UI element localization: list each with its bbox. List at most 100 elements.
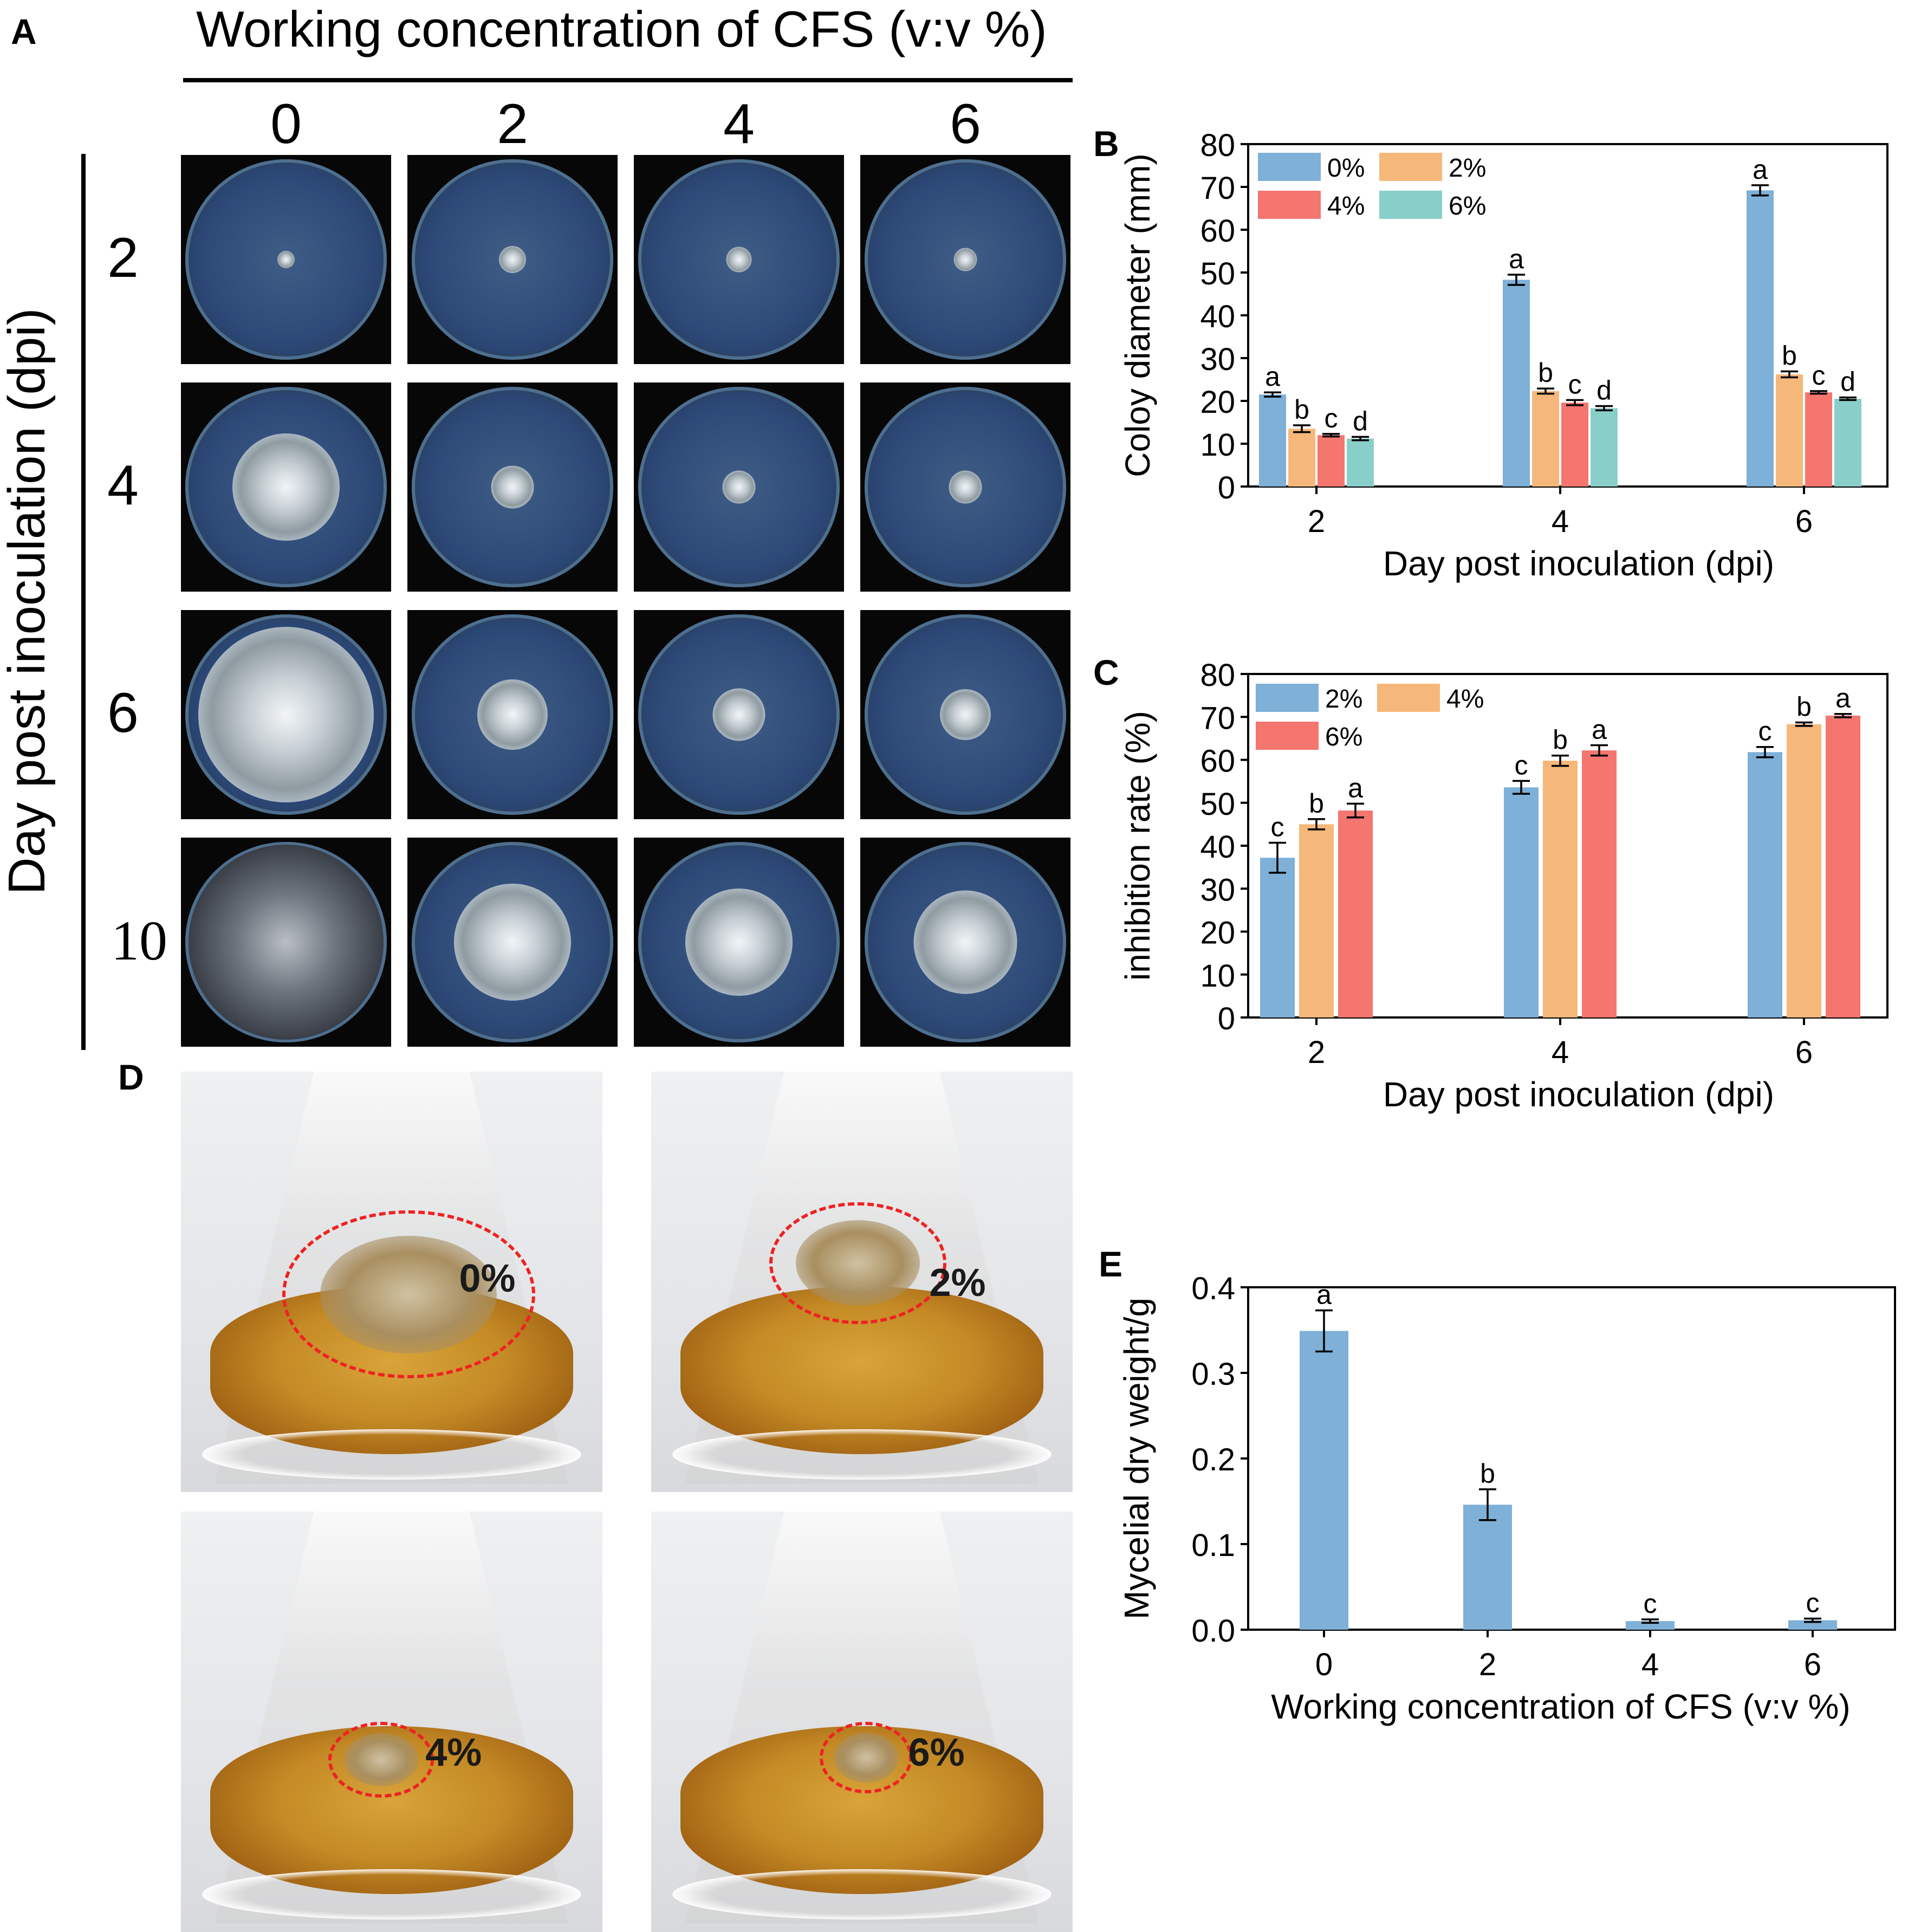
legend-swatch-6%	[1256, 722, 1319, 750]
x-tick-label: 6	[1795, 504, 1813, 539]
fungal-colony	[949, 470, 982, 504]
bar-2%-2	[1260, 858, 1295, 1017]
bar-4%-2	[1299, 824, 1334, 1017]
chart-e-x-axis-label: Working concentration of CFS (v:v %)	[1271, 1687, 1850, 1726]
fungal-colony	[722, 470, 756, 504]
dashed-highlight-ellipse	[820, 1722, 913, 1793]
legend-swatch-2%	[1379, 153, 1442, 181]
fungal-colony	[726, 247, 752, 273]
petri-dish-6dpi-6	[860, 610, 1070, 819]
legend-swatch-0%	[1258, 153, 1321, 181]
y-tick-label: 60	[1200, 213, 1235, 249]
chart-e-y-axis-label: Mycelial dry weight/g	[1117, 1298, 1156, 1619]
legend-label-2%: 2%	[1325, 685, 1362, 714]
bar-value-6	[1788, 1620, 1837, 1630]
significance-letter: b	[1796, 692, 1812, 722]
y-tick-label: 40	[1200, 299, 1235, 334]
significance-letter: c	[1758, 716, 1772, 747]
panel-c-letter: C	[1093, 652, 1119, 692]
bar-6%-6	[1834, 399, 1861, 487]
y-tick-label: 30	[1200, 342, 1235, 377]
fungal-colony	[940, 689, 991, 740]
significance-letter: c	[1568, 369, 1582, 399]
significance-letter: a	[1835, 683, 1851, 714]
significance-letter: a	[1753, 154, 1768, 185]
y-tick-label: 50	[1200, 787, 1235, 822]
significance-letter: b	[1553, 725, 1568, 755]
petri-dish-10dpi-6	[860, 838, 1070, 1047]
significance-letter: a	[1592, 715, 1607, 745]
fungal-colony	[198, 627, 374, 802]
legend-label-6%: 6%	[1449, 192, 1486, 221]
bar-6%-2	[1347, 438, 1374, 487]
panel-d-letter: D	[118, 1057, 144, 1097]
bar-value-0	[1300, 1331, 1348, 1630]
significance-letter: b	[1480, 1458, 1495, 1489]
significance-letter: b	[1782, 340, 1797, 371]
x-tick-label: 2	[1308, 504, 1325, 539]
fungal-colony	[477, 679, 548, 750]
flask-concentration-label: 2%	[929, 1261, 986, 1305]
fungal-colony	[685, 889, 793, 996]
fungal-colony	[491, 465, 534, 509]
y-tick-label: 0	[1218, 1001, 1235, 1036]
petri-dish-2dpi-0	[181, 155, 391, 364]
fungal-colony	[189, 845, 384, 1040]
panel-a-heading: Working concentration of CFS (v:v %)	[196, 1, 1047, 57]
fungal-colony	[499, 246, 526, 273]
bar-2%-2	[1288, 429, 1315, 487]
bar-4%-6	[1805, 392, 1832, 487]
petri-dish-2dpi-4	[634, 155, 844, 364]
legend-label-2%: 2%	[1449, 154, 1486, 183]
bar-0%-2	[1259, 394, 1286, 487]
flask-concentration-label: 0%	[459, 1257, 516, 1301]
petri-dish-4dpi-0	[181, 382, 391, 592]
y-tick-label: 40	[1200, 829, 1235, 865]
bar-2%-6	[1748, 752, 1782, 1017]
legend-label-4%: 4%	[1446, 685, 1484, 714]
significance-letter: c	[1812, 360, 1826, 391]
petri-dish-6dpi-2	[407, 610, 618, 819]
chart-c-x-axis-label: Day post inoculation (dpi)	[1383, 1075, 1774, 1114]
significance-letter: c	[1271, 812, 1284, 842]
petri-dish-4dpi-6	[860, 382, 1070, 592]
column-label-2: 2	[497, 93, 528, 155]
y-tick-label: 0.3	[1191, 1357, 1235, 1392]
y-tick-label: 80	[1200, 128, 1235, 163]
petri-dish-2dpi-6	[860, 155, 1070, 364]
panel-a-side-rule	[81, 154, 86, 1050]
bar-value-4	[1626, 1621, 1675, 1630]
chart-c-y-axis-label: inhibition rate (%)	[1118, 711, 1157, 981]
flask-photo-4pct: 4%	[181, 1512, 602, 1932]
significance-letter: a	[1316, 1280, 1332, 1310]
x-tick-label: 0	[1315, 1647, 1333, 1682]
bar-0%-4	[1503, 280, 1530, 487]
legend-label-4%: 4%	[1327, 192, 1365, 221]
y-tick-label: 50	[1200, 256, 1235, 291]
dashed-highlight-ellipse	[769, 1202, 946, 1324]
y-tick-label: 10	[1200, 958, 1235, 994]
significance-letter: d	[1353, 406, 1368, 436]
panel-b-letter: B	[1093, 124, 1119, 164]
flask-photo-0pct: 0%	[181, 1072, 602, 1492]
row-label-2: 2	[107, 226, 139, 289]
legend-label-6%: 6%	[1325, 723, 1362, 751]
panel-e-letter: E	[1099, 1244, 1122, 1284]
bar-2%-4	[1504, 787, 1539, 1017]
significance-letter: b	[1294, 394, 1309, 425]
fungal-colony	[953, 248, 977, 271]
x-tick-label: 6	[1804, 1647, 1821, 1682]
x-tick-label: 2	[1479, 1647, 1496, 1682]
y-tick-label: 30	[1200, 872, 1235, 907]
y-tick-label: 0	[1218, 470, 1235, 505]
y-tick-label: 0.0	[1191, 1613, 1235, 1649]
x-tick-label: 4	[1552, 1035, 1569, 1070]
bar-4%-4	[1561, 403, 1588, 487]
petri-dish-6dpi-0	[181, 610, 391, 819]
bar-4%-2	[1318, 435, 1345, 487]
legend-swatch-4%	[1377, 684, 1440, 712]
fungal-colony	[913, 890, 1017, 994]
petri-dish-6dpi-4	[634, 610, 844, 819]
y-tick-label: 0.1	[1191, 1528, 1235, 1563]
